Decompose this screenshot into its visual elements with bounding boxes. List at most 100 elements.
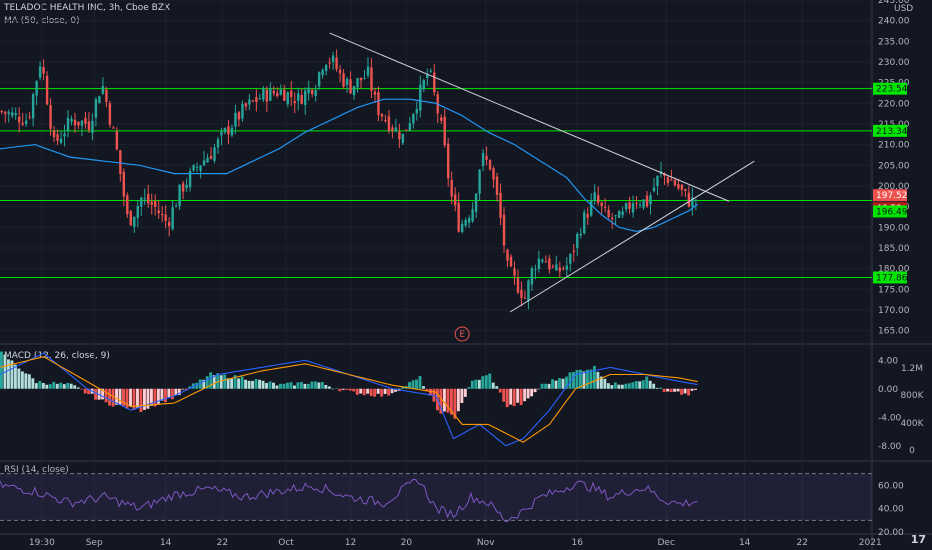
macd-histogram-bar	[599, 376, 603, 389]
candle-body	[115, 131, 119, 150]
candle-body	[87, 121, 91, 131]
macd-histogram-bar	[408, 382, 411, 389]
candle-body	[84, 117, 87, 124]
candle-body	[394, 127, 398, 132]
macd-tick-label: -4.00	[878, 413, 902, 423]
macd-histogram-bar	[34, 383, 38, 389]
candle-body	[590, 200, 593, 216]
candle-body	[24, 120, 28, 125]
candle-body	[49, 105, 52, 129]
macd-histogram-bar	[645, 376, 649, 389]
candle-body	[98, 96, 101, 104]
candle-body	[342, 73, 345, 87]
candle-body	[345, 78, 349, 86]
macd-histogram-bar	[251, 380, 255, 389]
macd-histogram-bar	[0, 351, 3, 389]
macd-histogram-bar	[24, 373, 28, 389]
candle-body	[230, 127, 234, 136]
macd-histogram-bar	[153, 388, 157, 407]
candle-body	[108, 103, 112, 125]
macd-histogram-bar	[272, 382, 275, 389]
candle-body	[209, 155, 213, 160]
macd-histogram-bar	[13, 364, 17, 389]
candle-body	[154, 200, 157, 207]
macd-histogram-bar	[442, 388, 446, 412]
candle-body	[495, 176, 499, 195]
rsi-line	[0, 478, 698, 523]
macd-histogram-bar	[366, 388, 370, 394]
candle-body	[541, 259, 544, 262]
macd-histogram-bar	[673, 388, 677, 392]
candle-body	[265, 89, 269, 102]
macd-histogram-bar	[327, 386, 331, 389]
candle-body	[35, 80, 38, 96]
macd-histogram-bar	[317, 382, 321, 389]
candle-body	[492, 168, 495, 180]
candle-body	[464, 219, 467, 226]
x-tick-label: 19:30	[29, 538, 55, 548]
macd-histogram-bar	[666, 388, 670, 392]
macd-histogram-bar	[387, 388, 391, 396]
candle-body	[481, 153, 485, 167]
candle-body	[286, 92, 289, 105]
candle-body	[258, 98, 262, 100]
candle-body	[624, 203, 628, 210]
candle-body	[405, 129, 408, 131]
y-tick-label: 205.00	[878, 161, 910, 171]
candle-body	[419, 84, 422, 111]
candle-body	[380, 114, 384, 117]
macd-histogram-bar	[495, 386, 499, 389]
candle-body	[112, 127, 115, 129]
candle-body	[223, 128, 227, 133]
macd-histogram-bar	[477, 379, 481, 389]
volume-tick-label: 800K	[900, 391, 924, 401]
macd-histogram-bar	[20, 371, 24, 389]
macd-histogram-bar	[352, 388, 356, 392]
macd-histogram-bar	[174, 388, 178, 396]
macd-histogram-bar	[415, 379, 418, 389]
candle-body	[440, 117, 443, 121]
macd-histogram-bar	[418, 376, 422, 389]
macd-histogram-bar	[648, 380, 652, 389]
candle-body	[213, 147, 216, 161]
macd-histogram-bar	[195, 382, 199, 389]
macd-histogram-bar	[624, 383, 628, 389]
x-tick-label: 2021	[859, 538, 882, 548]
macd-histogram-bar	[554, 380, 558, 389]
y-tick-label: 170.00	[878, 306, 910, 316]
candle-body	[105, 89, 108, 103]
volume-tick-label: 1.2M	[901, 364, 923, 374]
macd-histogram-bar	[188, 386, 192, 389]
candle-body	[548, 258, 551, 270]
macd-histogram-bar	[230, 378, 234, 389]
macd-histogram-bar	[411, 380, 415, 389]
macd-histogram-bar	[512, 388, 516, 407]
candle-body	[363, 78, 366, 80]
macd-histogram-bar	[572, 371, 575, 389]
candle-body	[70, 118, 73, 122]
macd-histogram-bar	[575, 370, 579, 389]
macd-histogram-bar	[338, 388, 342, 392]
rsi-tick-label: 40.00	[878, 505, 904, 515]
macd-tick-label: 0.00	[878, 385, 898, 395]
candle-body	[244, 103, 248, 107]
candle-body	[673, 180, 677, 186]
macd-legend: MACD (12, 26, close, 9)	[4, 351, 110, 361]
candle-body	[122, 171, 126, 197]
candle-body	[614, 215, 617, 217]
candle-body	[687, 192, 691, 207]
candle-body	[488, 159, 492, 170]
macd-histogram-bar	[641, 380, 645, 389]
candle-body	[478, 169, 481, 194]
candle-body	[227, 126, 230, 135]
macd-histogram-bar	[380, 388, 384, 397]
macd-histogram-bar	[292, 385, 296, 389]
candle-body	[520, 289, 523, 299]
currency-label: USD	[894, 4, 913, 14]
macd-histogram-bar	[523, 388, 527, 402]
macd-histogram-bar	[146, 388, 150, 409]
candle-body	[59, 138, 63, 143]
x-tick-label: Oct	[278, 538, 294, 548]
macd-histogram-bar	[341, 388, 345, 390]
